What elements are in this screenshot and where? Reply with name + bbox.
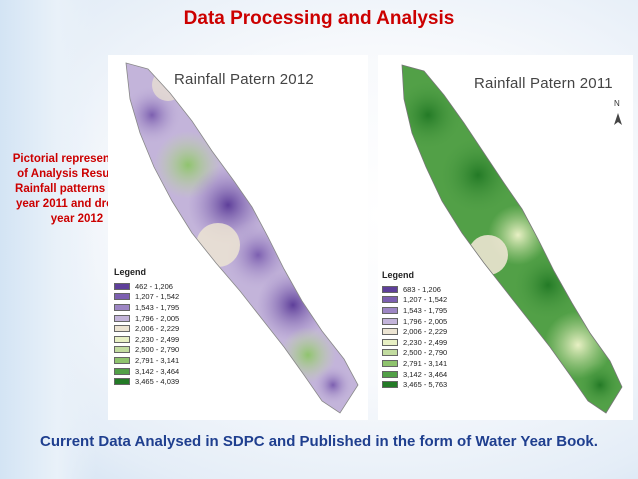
legend-label: 2,006 - 2,229 xyxy=(135,324,180,334)
legend-2012: Legend 462 - 1,206 1,207 - 1,542 1,543 - 1… xyxy=(114,267,179,387)
slide-side-band xyxy=(0,0,96,479)
legend-item: 2,230 - 2,499 xyxy=(114,334,179,345)
legend-label: 2,500 - 2,790 xyxy=(135,345,180,355)
legend-swatch xyxy=(114,346,130,354)
rainfall-map-2011: N Rainfall Patern 2011 Legend 683 - 1,20… xyxy=(378,55,633,420)
bottom-caption: Current Data Analysed in SDPC and Publis… xyxy=(40,433,598,450)
legend-label: 1,796 - 2,005 xyxy=(403,316,448,326)
legend-label: 2,230 - 2,499 xyxy=(403,337,448,347)
legend-item: 2,230 - 2,499 xyxy=(382,337,447,348)
legend-title: Legend xyxy=(114,267,147,277)
legend-item: 3,465 - 4,039 xyxy=(114,376,179,387)
rainfall-map-2012: Rainfall Patern 2012 Legend 462 - 1,206 1… xyxy=(108,55,368,420)
legend-label: 683 - 1,206 xyxy=(403,284,441,294)
legend-label: 3,465 - 4,039 xyxy=(135,377,180,387)
north-arrow-icon xyxy=(614,113,622,125)
legend-swatch xyxy=(114,367,130,375)
legend-item: 1,543 - 1,795 xyxy=(382,305,447,316)
legend-label: 1,207 - 1,542 xyxy=(403,295,448,305)
legend-item: 462 - 1,206 xyxy=(114,281,179,292)
legend-item: 3,142 - 3,464 xyxy=(382,369,447,380)
legend-label: 3,142 - 3,464 xyxy=(135,366,180,376)
legend-label: 1,543 - 1,795 xyxy=(403,305,448,315)
legend-item: 683 - 1,206 xyxy=(382,284,447,295)
legend-label: 2,006 - 2,229 xyxy=(403,327,448,337)
legend-item: 2,791 - 3,141 xyxy=(114,355,179,366)
legend-title: Legend xyxy=(382,270,415,280)
legend-item: 1,796 - 2,005 xyxy=(114,313,179,324)
rainfall-map-2011-graphic xyxy=(401,64,623,414)
legend-item: 2,500 - 2,790 xyxy=(114,345,179,356)
legend-swatch xyxy=(382,306,398,314)
legend-label: 1,796 - 2,005 xyxy=(135,313,180,323)
legend-2011: Legend 683 - 1,206 1,207 - 1,542 1,543 - 1… xyxy=(382,270,447,390)
legend-swatch xyxy=(382,296,398,304)
legend-swatch xyxy=(382,370,398,378)
legend-swatch xyxy=(114,303,130,311)
legend-label: 2,230 - 2,499 xyxy=(135,334,180,344)
legend-swatch xyxy=(114,335,130,343)
legend-swatch xyxy=(114,378,130,386)
legend-swatch xyxy=(382,338,398,346)
legend-label: 2,791 - 3,141 xyxy=(135,355,180,365)
legend-item: 3,465 - 5,763 xyxy=(382,379,447,390)
slide-title: Data Processing and Analysis xyxy=(183,8,455,29)
legend-label: 462 - 1,206 xyxy=(135,281,173,291)
legend-item: 1,543 - 1,795 xyxy=(114,302,179,313)
legend-label: 3,465 - 5,763 xyxy=(403,380,448,390)
legend-item: 2,006 - 2,229 xyxy=(382,326,447,337)
side-note: Pictorial representation of Analysis Res… xyxy=(12,153,142,225)
legend-swatch xyxy=(114,314,130,322)
legend-swatch xyxy=(114,356,130,364)
legend-swatch xyxy=(382,285,398,293)
legend-swatch xyxy=(382,317,398,325)
rainfall-map-2012-graphic xyxy=(125,62,359,414)
legend-label: 2,791 - 3,141 xyxy=(403,358,448,368)
legend-item: 1,207 - 1,542 xyxy=(382,295,447,306)
legend-swatch xyxy=(382,359,398,367)
legend-item: 2,006 - 2,229 xyxy=(114,323,179,334)
legend-item: 2,500 - 2,790 xyxy=(382,348,447,359)
legend-swatch xyxy=(382,349,398,357)
legend-label: 1,543 - 1,795 xyxy=(135,302,180,312)
legend-swatch xyxy=(114,325,130,333)
north-label: N xyxy=(614,99,620,108)
legend-swatch xyxy=(382,328,398,336)
legend-item: 1,207 - 1,542 xyxy=(114,292,179,303)
legend-label: 3,142 - 3,464 xyxy=(403,369,448,379)
legend-item: 1,796 - 2,005 xyxy=(382,316,447,327)
legend-swatch xyxy=(114,293,130,301)
map-title-2012: Rainfall Patern 2012 xyxy=(174,71,314,88)
map-title-2011: Rainfall Patern 2011 xyxy=(474,75,613,92)
legend-swatch xyxy=(382,381,398,389)
legend-swatch xyxy=(114,282,130,290)
legend-item: 2,791 - 3,141 xyxy=(382,358,447,369)
legend-item: 3,142 - 3,464 xyxy=(114,366,179,377)
legend-label: 1,207 - 1,542 xyxy=(135,292,180,302)
legend-label: 2,500 - 2,790 xyxy=(403,348,448,358)
